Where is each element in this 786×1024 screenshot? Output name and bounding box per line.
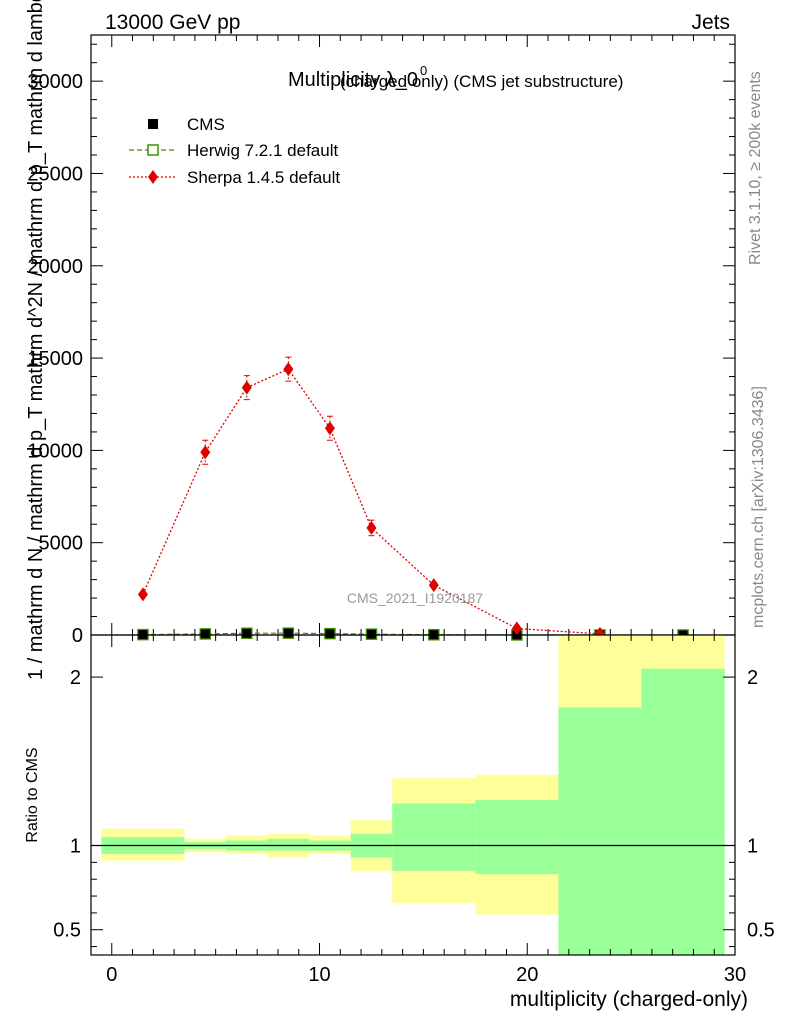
y-tick-label: 20000 [27,256,83,278]
sherpa-point [428,578,439,593]
ratio-inner-band [558,707,642,955]
sherpa-point [200,445,211,460]
sherpa-point [366,520,377,535]
ratio-frame [90,634,736,956]
rivet-label: Rivet 3.1.10, ≥ 200k events [747,71,764,265]
header-left-label: 13000 GeV pp [105,11,240,34]
ratio-inner-band [392,803,476,871]
sherpa-point [137,587,148,602]
y-tick-label: 10000 [27,440,83,462]
cms-point [283,628,293,638]
x-tick-label: 10 [308,964,330,986]
header-right-label: Jets [691,11,730,34]
legend-herwig-marker [147,144,159,156]
cms-point [200,629,210,639]
ratio-inner-band [267,838,310,851]
ratio-y-tick-label: 1 [70,836,81,858]
main-y-axis-label: 1 / mathrm d N / mathrm d p_T mathrm d^2… [25,0,47,680]
ratio-y-tick-label-right: 0.5 [747,920,775,942]
herwig-point [324,627,336,640]
ratio-y-tick-label-right: 2 [747,667,758,689]
legend-sherpa-marker [148,170,158,184]
main-panel: 0 5000 10000 15000 20000 25000 30000 Multiplic… [25,0,736,680]
y-tick-label: 30000 [27,71,83,93]
legend-label: Sherpa 1.4.5 default [187,168,340,187]
chart-title: Multiplicity λ_0 [288,69,418,91]
x-axis-label: multiplicity (charged-only) [510,988,748,1011]
x-tick-label: 30 [724,964,746,986]
sherpa-point [283,362,294,377]
y-tick-label: 15000 [27,348,83,370]
cms-point [242,628,252,638]
sherpa-point [511,621,522,636]
legend-label: Herwig 7.2.1 default [187,141,338,160]
ratio-panel: 0.5 0.51 12 20 10 20 30 Ratio to CMS multiplic… [24,634,775,1011]
ratio-y-axis-label: Ratio to CMS [24,747,41,842]
ratio-bands [101,635,725,955]
chart-subtitle: (charged only) (CMS jet substructure) [340,72,623,91]
herwig-point [241,627,253,639]
x-tick-label: 0 [106,964,117,986]
herwig-point [199,628,212,640]
y-tick-label: 25000 [27,163,83,185]
watermark: CMS_2021_I1920187 [347,590,483,606]
sherpa-point [241,380,252,395]
cms-point [366,629,376,639]
legend: CMS Herwig 7.2.1 default Sherpa 1.4.5 defa… [129,115,340,187]
sherpa-point [324,421,335,436]
chart-title-superscript: 0 [420,63,427,78]
ratio-y-tick-label-right: 1 [747,836,758,858]
cms-point [325,629,335,639]
herwig-point [282,627,295,639]
mcplots-label: mcplots.cern.ch [arXiv:1306.3436] [750,386,767,628]
legend-label: CMS [187,115,225,134]
ratio-y-tick-label: 2 [70,667,81,689]
ratio-axes: 0.5 0.51 12 20 10 20 30 [53,634,775,986]
y-tick-label: 5000 [39,533,84,555]
herwig-line [142,632,684,636]
main-axes: 0 5000 10000 15000 20000 25000 30000 [27,34,736,647]
y-tick-label: 0 [72,625,83,647]
legend-cms-marker [148,119,158,129]
herwig-point [365,628,378,640]
x-tick-label: 20 [516,964,538,986]
ratio-inner-band [475,800,559,875]
ratio-inner-band [641,668,725,955]
ratio-y-tick-label: 0.5 [53,920,81,942]
